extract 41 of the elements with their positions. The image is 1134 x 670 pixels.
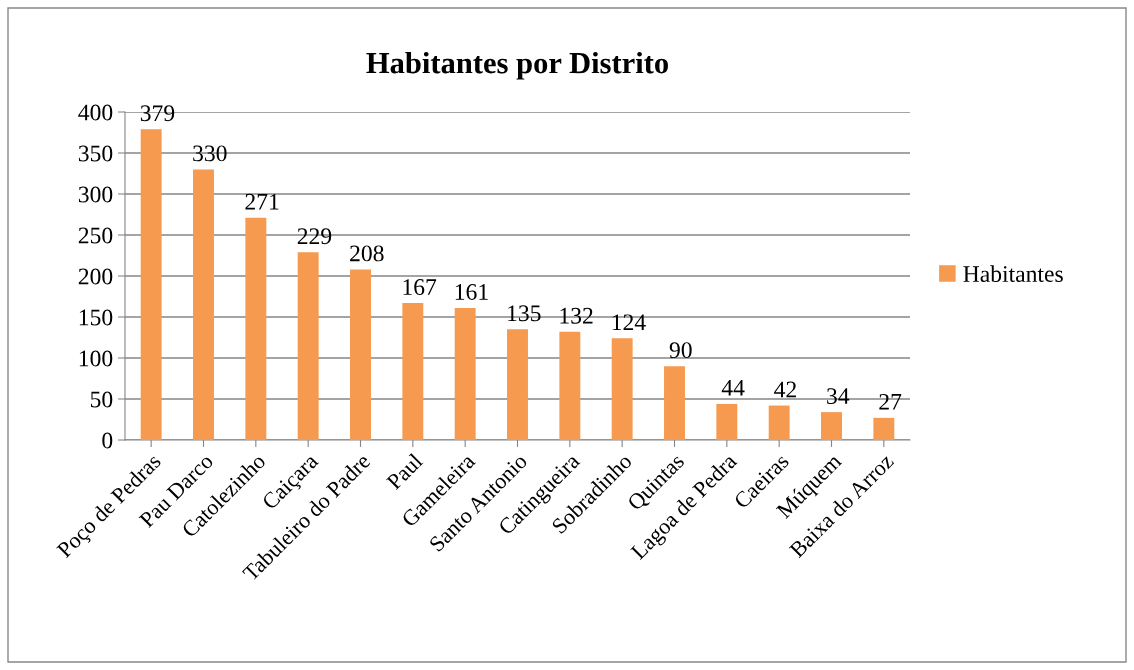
data-label: 132	[560, 307, 593, 324]
bar	[716, 403, 738, 440]
data-label: 90	[669, 342, 692, 359]
data-label: 330	[193, 145, 227, 162]
y-tick-label: 350	[78, 145, 113, 162]
y-tick-label: 300	[78, 186, 113, 203]
bar	[297, 252, 319, 440]
data-label: 208	[350, 245, 384, 262]
data-label: 379	[140, 105, 175, 122]
y-tick-label: 50	[90, 391, 113, 408]
bar	[140, 129, 162, 440]
bar	[559, 331, 581, 440]
y-tick-label: 250	[78, 227, 113, 244]
bar	[664, 366, 685, 440]
data-label: 44	[721, 380, 745, 396]
bar	[350, 269, 371, 440]
y-tick-label: 200	[78, 268, 113, 285]
data-label: 167	[403, 279, 437, 295]
y-tick-label: 150	[79, 309, 113, 326]
bar	[402, 303, 424, 440]
data-label: 229	[297, 228, 332, 245]
bar	[245, 217, 267, 440]
bar	[454, 307, 476, 440]
data-label: 27	[879, 393, 902, 410]
chart-title: Habitantes por Distrito	[366, 51, 668, 80]
y-tick-label: 400	[78, 104, 113, 121]
bar	[507, 329, 528, 440]
data-label: 161	[455, 284, 488, 300]
data-label: 135	[508, 305, 541, 322]
y-tick-label: 0	[102, 432, 113, 449]
bar	[193, 169, 214, 440]
data-label: 271	[245, 193, 279, 210]
data-label: 42	[774, 381, 796, 398]
legend-label: Habitantes	[963, 265, 1063, 282]
data-label: 34	[827, 388, 850, 405]
y-tick-label: 100	[79, 350, 113, 367]
bar	[768, 405, 790, 440]
bar	[611, 338, 633, 440]
bar	[873, 417, 895, 440]
bar	[821, 412, 842, 440]
data-label: 124	[612, 314, 646, 331]
